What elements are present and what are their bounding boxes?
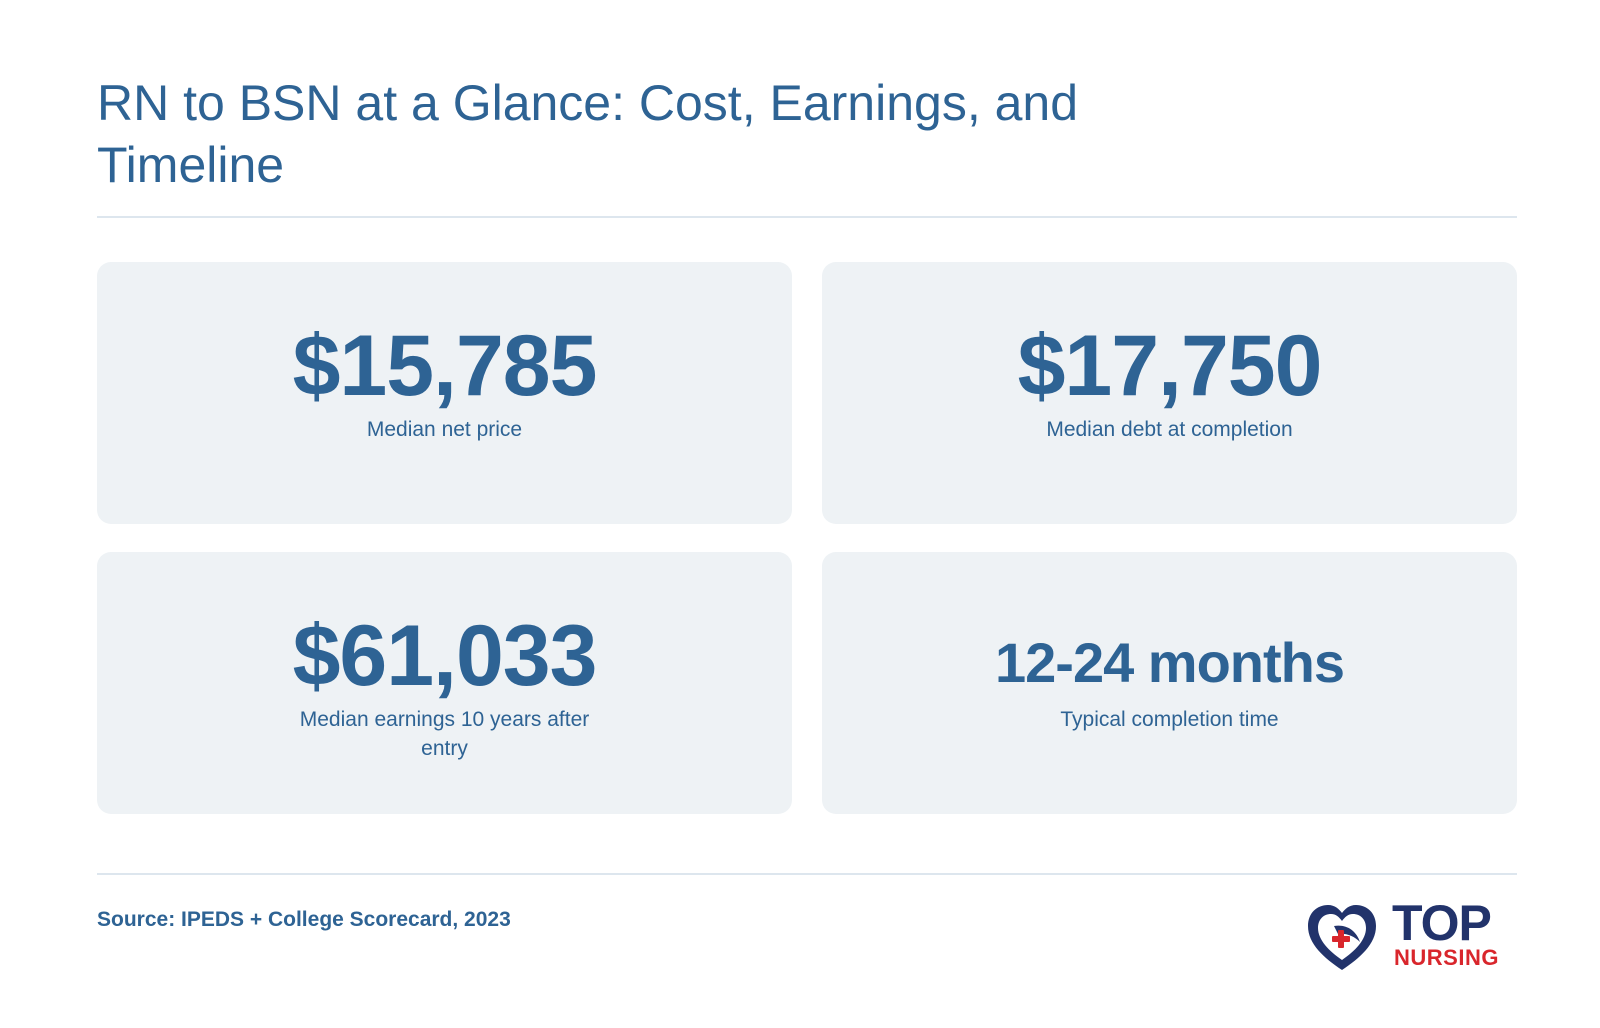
heart-cross-icon bbox=[1308, 905, 1376, 970]
stats-grid: $15,785 Median net price $17,750 Median … bbox=[97, 262, 1517, 814]
stat-value: $61,033 bbox=[292, 608, 598, 704]
header-divider bbox=[97, 216, 1517, 218]
stat-label: Median earnings 10 years after entry bbox=[299, 708, 590, 760]
logo-bottom-text: NURSING bbox=[1394, 945, 1499, 970]
source-note: Source: IPEDS + College Scorecard, 2023 bbox=[97, 908, 511, 931]
stat-label: Typical completion time bbox=[1060, 708, 1279, 731]
logo-top-text: TOP bbox=[1392, 895, 1492, 951]
footer-divider bbox=[97, 873, 1517, 875]
top-nursing-logo: TOP NURSING bbox=[1304, 895, 1520, 972]
page-title: RN to BSN at a Glance: Cost, Earnings, a… bbox=[97, 75, 1079, 193]
stat-value: $17,750 bbox=[1017, 318, 1323, 414]
stat-label: Median net price bbox=[366, 418, 523, 441]
stat-label: Median debt at completion bbox=[1046, 418, 1293, 441]
stat-card-debt: $17,750 Median debt at completion bbox=[822, 262, 1517, 524]
stat-card-earnings: $61,033 Median earnings 10 years after e… bbox=[97, 552, 792, 814]
stat-card-net-price: $15,785 Median net price bbox=[97, 262, 792, 524]
stat-value: 12-24 months bbox=[995, 631, 1345, 694]
stat-value: $15,785 bbox=[292, 318, 598, 414]
stat-card-completion-time: 12-24 months Typical completion time bbox=[822, 552, 1517, 814]
